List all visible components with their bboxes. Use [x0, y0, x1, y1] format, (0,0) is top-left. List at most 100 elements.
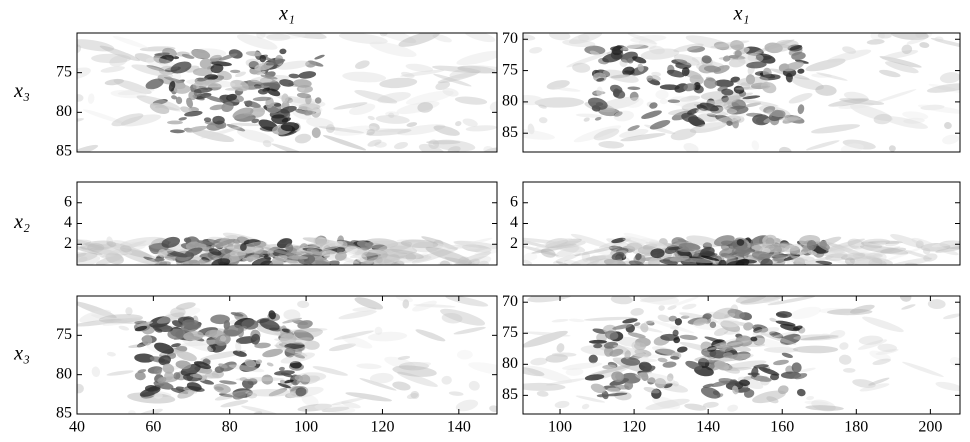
blob: [524, 365, 573, 383]
blob: [145, 78, 164, 90]
blob: [355, 60, 370, 69]
blob: [229, 241, 268, 257]
blob: [646, 75, 653, 81]
blob: [437, 71, 480, 84]
blob: [879, 56, 922, 68]
blob: [647, 377, 656, 385]
blob: [523, 33, 536, 41]
blob: [584, 45, 606, 55]
blob: [280, 352, 316, 364]
blob: [119, 245, 132, 253]
blob: [657, 314, 671, 323]
blob: [763, 296, 784, 302]
blob: [432, 139, 476, 152]
blob: [128, 410, 136, 414]
blob: [566, 51, 610, 68]
blob: [606, 392, 628, 397]
blob: [111, 113, 144, 127]
blob: [134, 353, 155, 363]
blob: [315, 237, 330, 246]
blob: [323, 246, 346, 254]
blob: [562, 362, 603, 370]
blob: [630, 308, 644, 316]
blob: [746, 61, 767, 69]
blob: [395, 296, 413, 303]
blob: [108, 240, 133, 250]
blob: [730, 96, 737, 103]
blob: [649, 119, 671, 130]
blob: [767, 296, 816, 306]
blob: [634, 348, 652, 357]
blob: [730, 76, 740, 83]
field-texture: [523, 296, 960, 412]
blob: [806, 395, 815, 401]
blob: [284, 347, 296, 358]
blob: [293, 79, 312, 88]
blob: [218, 53, 238, 61]
blob: [162, 363, 175, 374]
blob: [677, 248, 691, 257]
blob: [374, 141, 387, 148]
blob: [314, 97, 322, 104]
blob: [699, 102, 719, 112]
blob: [118, 248, 163, 265]
blob: [807, 250, 817, 256]
blob: [732, 385, 739, 395]
blob: [244, 359, 257, 368]
blob: [565, 367, 584, 376]
blob: [77, 239, 92, 246]
blob: [714, 79, 734, 88]
blob: [468, 362, 497, 376]
blob: [315, 235, 327, 246]
blob: [727, 308, 745, 319]
blob: [253, 84, 262, 89]
blob: [400, 69, 445, 77]
blob: [378, 253, 389, 258]
blob: [256, 70, 266, 76]
blob: [574, 245, 621, 257]
blob: [146, 65, 165, 72]
blob: [853, 258, 873, 265]
blob: [428, 139, 440, 150]
blob: [272, 248, 287, 257]
blob: [352, 307, 377, 312]
blob: [610, 74, 630, 79]
blob: [171, 95, 178, 100]
blob: [714, 360, 730, 371]
blob: [280, 105, 297, 114]
blob: [205, 95, 224, 103]
blob: [456, 50, 497, 66]
blob: [762, 248, 778, 253]
blob: [259, 318, 280, 331]
blob: [685, 35, 733, 50]
blob: [281, 93, 289, 104]
blob: [279, 333, 297, 345]
blob: [305, 60, 317, 68]
blob: [463, 65, 497, 74]
blob: [843, 367, 856, 373]
x-tick-label: 120: [622, 419, 646, 436]
blob: [658, 305, 665, 311]
blob: [701, 55, 712, 64]
blob: [410, 390, 420, 399]
blob: [106, 351, 116, 357]
blob: [676, 346, 688, 353]
blob: [881, 50, 919, 60]
blob: [188, 48, 227, 59]
blob: [164, 307, 201, 320]
blob: [623, 232, 668, 249]
blob: [219, 393, 234, 398]
blob: [719, 344, 733, 352]
blob: [314, 54, 325, 60]
blob: [697, 113, 720, 122]
blob: [266, 33, 291, 41]
blob: [613, 344, 649, 359]
blob: [101, 240, 147, 258]
blob: [91, 366, 101, 378]
blob: [106, 242, 153, 259]
y-axis-label: x₂: [13, 211, 30, 233]
blob: [77, 255, 101, 265]
blob: [556, 343, 565, 353]
blob: [322, 135, 367, 151]
blob: [235, 341, 242, 352]
